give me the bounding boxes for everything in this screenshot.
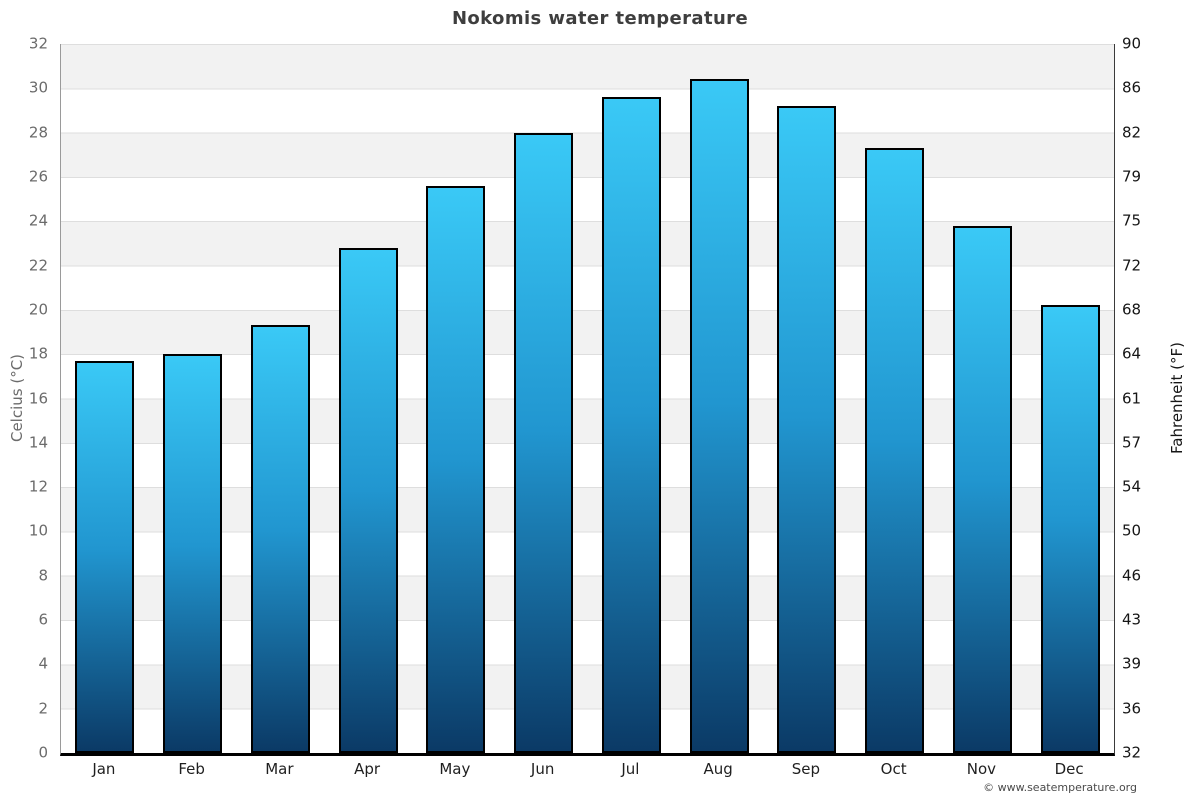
y-tick-celsius-8: 8: [38, 566, 48, 585]
bar-apr: [338, 247, 398, 753]
y-tick-fahrenheit-79: 79: [1122, 167, 1142, 186]
bar-slot-jan: [61, 44, 149, 753]
copyright-attribution: © www.seatemperature.org: [983, 781, 1137, 794]
y-tick-fahrenheit-82: 82: [1122, 123, 1142, 142]
y-tick-fahrenheit-61: 61: [1122, 389, 1142, 407]
y-tick-fahrenheit-86: 86: [1122, 78, 1142, 97]
y-tick-celsius-0: 0: [38, 743, 48, 762]
y-tick-fahrenheit-54: 54: [1122, 477, 1142, 496]
y-tick-celsius-10: 10: [28, 521, 48, 540]
y-tick-celsius-30: 30: [28, 78, 48, 97]
bar-slot-jun: [500, 44, 588, 753]
y-tick-celsius-18: 18: [28, 344, 48, 363]
y-axis-title-fahrenheit: Fahrenheit (°F): [1168, 342, 1186, 454]
x-tick-label-sep: Sep: [791, 760, 821, 778]
y-tick-fahrenheit-32: 32: [1122, 743, 1142, 762]
y-tick-celsius-2: 2: [38, 699, 48, 718]
y-tick-fahrenheit-64: 64: [1122, 344, 1142, 363]
y-tick-fahrenheit-46: 46: [1122, 566, 1142, 585]
x-tick-label-aug: Aug: [703, 760, 733, 778]
bar-slot-dec: [1026, 44, 1114, 753]
x-tick-label-jun: Jun: [530, 760, 555, 778]
y-axis-title-celsius: Celcius (°C): [8, 353, 26, 443]
y-tick-celsius-16: 16: [28, 389, 48, 407]
y-tick-celsius-12: 12: [28, 477, 48, 496]
bar-slot-sep: [763, 44, 851, 753]
y-tick-celsius-20: 20: [28, 300, 48, 319]
x-tick-label-feb: Feb: [178, 760, 205, 778]
x-tick-label-mar: Mar: [265, 760, 294, 778]
bar-jan: [75, 360, 135, 753]
bar-jun: [514, 132, 574, 753]
bar-slot-may: [412, 44, 500, 753]
bar-slot-jul: [588, 44, 676, 753]
bar-may: [426, 185, 486, 753]
x-tick-label-jan: Jan: [92, 760, 116, 778]
y-tick-celsius-22: 22: [28, 256, 48, 275]
bar-oct: [865, 148, 925, 753]
y-tick-fahrenheit-50: 50: [1122, 521, 1142, 540]
bars-container: [61, 44, 1114, 753]
bar-slot-apr: [324, 44, 412, 753]
bar-slot-aug: [675, 44, 763, 753]
y-tick-fahrenheit-90: 90: [1122, 34, 1142, 53]
x-tick-label-oct: Oct: [880, 760, 907, 778]
bar-nov: [952, 225, 1012, 753]
y-tick-fahrenheit-36: 36: [1122, 699, 1142, 718]
x-tick-label-nov: Nov: [966, 760, 997, 778]
bar-aug: [689, 79, 749, 753]
y-tick-fahrenheit-57: 57: [1122, 433, 1142, 452]
bar-slot-mar: [237, 44, 325, 753]
bar-sep: [777, 106, 837, 753]
x-tick-label-dec: Dec: [1054, 760, 1084, 778]
y-tick-fahrenheit-75: 75: [1122, 211, 1142, 230]
y-tick-fahrenheit-72: 72: [1122, 256, 1142, 275]
bar-dec: [1040, 305, 1100, 753]
bar-mar: [250, 325, 310, 753]
x-tick-label-jul: Jul: [621, 760, 640, 778]
y-tick-celsius-24: 24: [28, 211, 48, 230]
y-tick-fahrenheit-68: 68: [1122, 300, 1142, 319]
y-axis-fahrenheit-tick-labels: 90 86 82 79 75 72 68 64 61 57 54 50 46 43 39 36 32: [1122, 36, 1182, 760]
bar-feb: [163, 354, 223, 753]
bar-slot-oct: [851, 44, 939, 753]
y-tick-celsius-26: 26: [28, 167, 48, 186]
x-tick-label-apr: Apr: [354, 760, 381, 778]
chart-title: Nokomis water temperature: [451, 8, 749, 29]
y-tick-celsius-28: 28: [28, 123, 48, 142]
bar-slot-feb: [149, 44, 237, 753]
y-tick-celsius-32: 32: [28, 34, 48, 53]
y-tick-celsius-4: 4: [38, 654, 48, 673]
x-tick-label-may: May: [439, 760, 471, 778]
x-axis-month-labels: Jan Feb Mar Apr May Jun Jul Aug Sep Oct Nov Dec: [60, 760, 1113, 778]
plot-area: [60, 44, 1115, 756]
y-tick-celsius-6: 6: [38, 610, 48, 629]
y-tick-celsius-14: 14: [28, 433, 48, 452]
bar-slot-nov: [939, 44, 1027, 753]
y-axis-celsius-tick-labels: 32 30 28 26 24 22 20 18 16 14 12 10 8 6 4 2 0: [0, 36, 48, 760]
bar-jul: [601, 97, 661, 753]
y-tick-fahrenheit-39: 39: [1122, 654, 1142, 673]
y-tick-fahrenheit-43: 43: [1122, 610, 1142, 629]
